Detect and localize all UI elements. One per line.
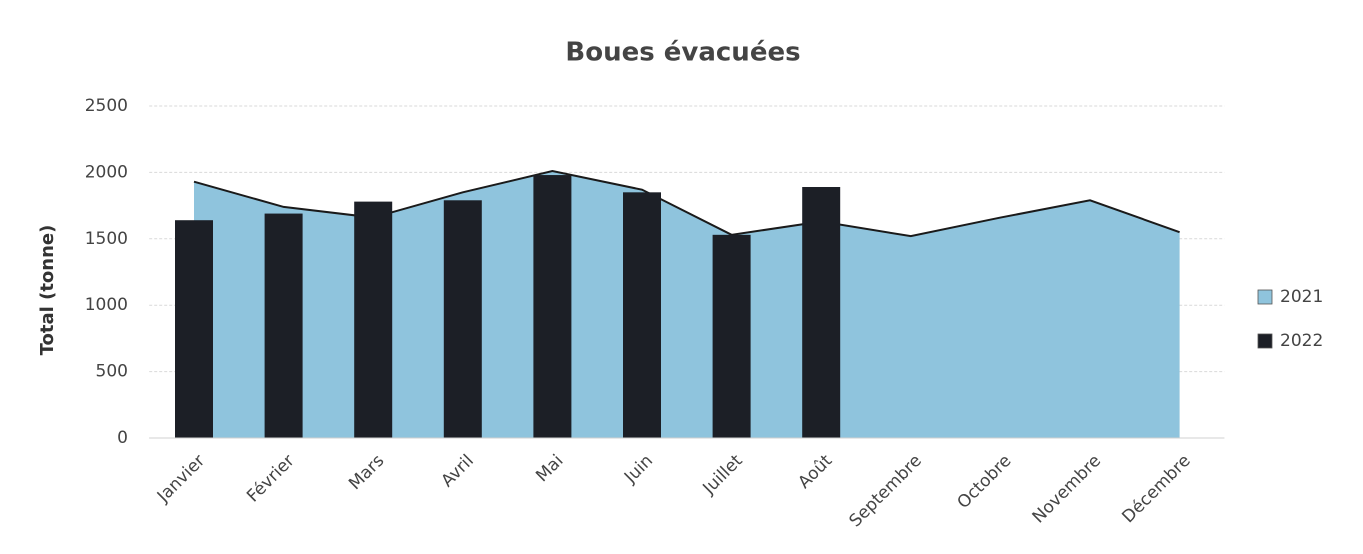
- bar: [264, 213, 303, 438]
- y-tick-label: 500: [96, 362, 128, 382]
- legend-swatch: [1257, 289, 1273, 305]
- chart-title: Boues évacuées: [565, 38, 800, 68]
- y-tick-label: 0: [117, 428, 128, 448]
- legend-label: 2021: [1280, 287, 1323, 307]
- legend-swatch: [1257, 333, 1273, 349]
- bar: [712, 234, 751, 438]
- y-axis-title: Total (tonne): [37, 225, 58, 356]
- bar: [175, 220, 213, 438]
- y-tick-label: 1000: [85, 295, 128, 315]
- bar: [443, 200, 482, 438]
- y-tick-label: 1500: [85, 229, 128, 249]
- bar: [802, 187, 841, 438]
- legend-label: 2022: [1280, 331, 1323, 351]
- bar: [354, 201, 393, 438]
- y-tick-label: 2500: [85, 96, 128, 116]
- bar: [533, 175, 572, 438]
- y-tick-label: 2000: [85, 162, 128, 182]
- area: [194, 171, 1180, 438]
- bar: [623, 192, 661, 438]
